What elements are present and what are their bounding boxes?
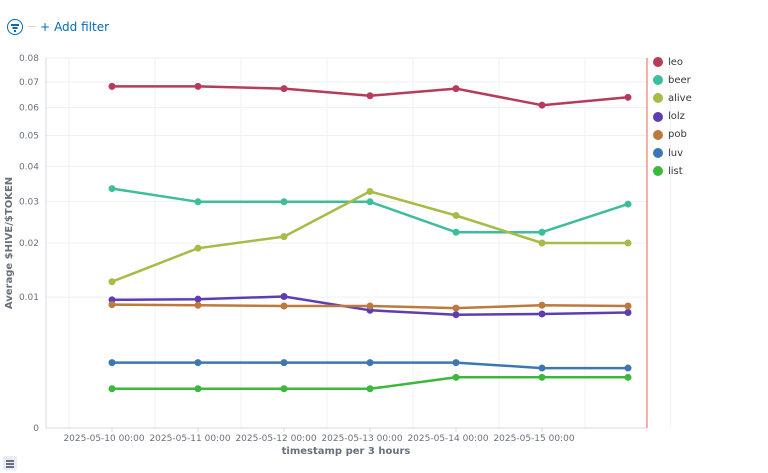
y-tick-label: 0.03 <box>19 197 39 207</box>
legend-label: list <box>668 165 683 177</box>
data-point-luv <box>108 359 116 367</box>
y-tick-label: 0 <box>33 424 39 434</box>
data-point-luv <box>194 359 202 367</box>
data-point-pob <box>624 302 632 310</box>
y-tick-label: 0.07 <box>19 78 39 88</box>
filter-icon[interactable] <box>7 19 23 35</box>
legend-label: beer <box>668 74 691 86</box>
data-point-alive <box>108 278 116 286</box>
data-point-alive <box>280 233 288 241</box>
legend-item-lolz[interactable]: lolz <box>652 108 768 126</box>
legend-item-leo[interactable]: leo <box>652 53 768 71</box>
legend-label: lolz <box>668 111 685 123</box>
data-point-beer <box>624 200 632 208</box>
data-point-luv <box>452 359 460 367</box>
legend-item-list[interactable]: list <box>652 162 768 180</box>
x-tick-label: 2025-05-11 00:00 <box>149 434 230 444</box>
legend-item-pob[interactable]: pob <box>652 126 768 144</box>
data-point-leo <box>538 101 546 109</box>
data-point-pob <box>280 302 288 310</box>
data-point-leo <box>280 85 288 93</box>
data-point-lolz <box>280 293 288 301</box>
data-point-leo <box>108 82 116 90</box>
legend-swatch <box>653 129 663 140</box>
data-point-lolz <box>452 311 460 319</box>
list-icon[interactable] <box>3 456 17 470</box>
legend-item-luv[interactable]: luv <box>652 144 768 162</box>
legend-item-alive[interactable]: alive <box>652 89 768 107</box>
data-point-beer <box>280 198 288 206</box>
legend-item-beer[interactable]: beer <box>652 71 768 89</box>
data-point-leo <box>452 85 460 93</box>
data-point-alive <box>366 187 374 195</box>
x-tick-label: 2025-05-12 00:00 <box>235 434 316 444</box>
data-point-list <box>280 385 288 393</box>
data-point-beer <box>194 198 202 206</box>
data-point-lolz <box>624 308 632 316</box>
data-point-list <box>194 385 202 393</box>
y-tick-label: 0.04 <box>19 162 39 172</box>
chart-legend: leo beer alive lolz pob luv list <box>652 53 768 180</box>
legend-label: alive <box>668 92 692 104</box>
add-filter-label: Add filter <box>54 20 110 34</box>
y-axis-title: Average $HIVE/$TOKEN <box>4 177 15 309</box>
data-point-lolz <box>194 295 202 303</box>
x-axis-title: timestamp per 3 hours <box>282 446 411 457</box>
legend-swatch <box>653 148 663 159</box>
data-point-list <box>108 385 116 393</box>
add-filter-button[interactable]: + Add filter <box>40 19 109 35</box>
data-point-lolz <box>538 310 546 318</box>
legend-label: luv <box>668 147 684 159</box>
data-point-leo <box>624 93 632 101</box>
y-tick-label: 0.05 <box>19 131 39 141</box>
y-tick-label: 0.06 <box>19 104 39 114</box>
data-point-alive <box>538 239 546 247</box>
legend-label: leo <box>668 56 684 68</box>
x-tick-label: 2025-05-15 00:00 <box>493 434 574 444</box>
data-point-beer <box>108 185 116 193</box>
data-point-list <box>452 373 460 381</box>
data-point-beer <box>366 198 374 206</box>
y-tick-label: 0.02 <box>19 239 39 249</box>
data-point-beer <box>452 228 460 236</box>
data-point-luv <box>624 364 632 372</box>
data-point-list <box>366 385 374 393</box>
x-tick-label: 2025-05-13 00:00 <box>321 434 402 444</box>
legend-swatch <box>653 166 663 177</box>
data-point-alive <box>624 239 632 247</box>
data-point-leo <box>366 92 374 100</box>
data-point-alive <box>194 244 202 252</box>
data-point-list <box>538 373 546 381</box>
data-point-pob <box>108 301 116 309</box>
data-point-alive <box>452 211 460 219</box>
data-point-luv <box>366 359 374 367</box>
legend-swatch <box>653 75 663 86</box>
filter-bar: + Add filter <box>0 0 768 52</box>
data-point-leo <box>194 82 202 90</box>
data-point-luv <box>538 364 546 372</box>
data-point-pob <box>366 302 374 310</box>
series-line-beer <box>111 187 629 234</box>
data-point-beer <box>538 228 546 236</box>
x-tick-label: 2025-05-10 00:00 <box>63 434 144 444</box>
data-point-luv <box>280 359 288 367</box>
legend-swatch <box>653 111 663 122</box>
add-filter-plus: + <box>40 20 51 34</box>
data-point-pob <box>538 301 546 309</box>
y-tick-label: 0.01 <box>19 293 39 303</box>
y-tick-label: 0.08 <box>19 54 39 64</box>
data-point-pob <box>452 304 460 312</box>
legend-swatch <box>653 93 663 104</box>
data-point-pob <box>194 301 202 309</box>
legend-swatch <box>653 57 663 68</box>
legend-label: pob <box>668 129 687 141</box>
filter-separator <box>28 26 36 27</box>
data-point-list <box>624 373 632 381</box>
x-tick-label: 2025-05-14 00:00 <box>407 434 488 444</box>
